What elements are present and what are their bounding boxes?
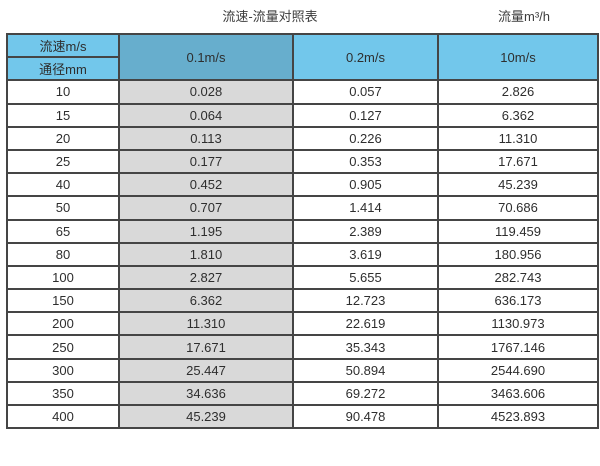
table-row: 250 17.671 35.343 1767.146: [6, 334, 599, 360]
flow-cell-0-1ms: 25.447: [118, 357, 294, 383]
flow-cell-0-2ms: 3.619: [292, 241, 439, 267]
flow-cell-0-1ms: 0.113: [118, 125, 294, 151]
table-row: 25 0.177 0.353 17.671: [6, 148, 599, 175]
table-row: 80 1.810 3.619 180.956: [6, 241, 599, 267]
diameter-cell: 350: [6, 380, 120, 407]
flow-cell-0-2ms: 0.127: [292, 102, 439, 128]
diameter-cell: 20: [6, 125, 120, 151]
flow-cell-0-1ms: 1.810: [118, 241, 294, 267]
flow-cell-0-1ms: 0.707: [118, 195, 294, 221]
table-body: 10 0.028 0.057 2.826 15 0.064 0.127 6.36…: [6, 79, 599, 430]
flow-cell-10ms: 4523.893: [437, 403, 599, 430]
flow-cell-0-2ms: 12.723: [292, 288, 439, 314]
header-col-10ms: 10m/s: [437, 32, 599, 82]
diameter-cell: 150: [6, 288, 120, 314]
diameter-cell: 50: [6, 195, 120, 221]
flow-cell-0-1ms: 2.827: [118, 264, 294, 291]
table-row: 15 0.064 0.127 6.362: [6, 102, 599, 128]
diameter-cell: 80: [6, 241, 120, 267]
flow-cell-10ms: 636.173: [437, 288, 599, 314]
table-row: 10 0.028 0.057 2.826: [6, 79, 599, 105]
flow-cell-10ms: 17.671: [437, 148, 599, 175]
diameter-cell: 250: [6, 334, 120, 360]
flow-cell-10ms: 2.826: [437, 79, 599, 105]
flow-cell-0-1ms: 17.671: [118, 334, 294, 360]
table-row: 50 0.707 1.414 70.686: [6, 195, 599, 221]
flow-cell-10ms: 6.362: [437, 102, 599, 128]
diameter-cell: 15: [6, 102, 120, 128]
flow-cell-0-2ms: 0.226: [292, 125, 439, 151]
flow-cell-10ms: 282.743: [437, 264, 599, 291]
flow-cell-0-2ms: 2.389: [292, 218, 439, 244]
table-title: 流速-流量对照表: [222, 9, 318, 24]
flow-cell-0-2ms: 1.414: [292, 195, 439, 221]
flow-cell-10ms: 45.239: [437, 172, 599, 198]
header-diameter-label: 通径mm: [6, 56, 120, 82]
flow-cell-0-2ms: 22.619: [292, 311, 439, 337]
flow-cell-0-2ms: 90.478: [292, 403, 439, 430]
table-header: 流速m/s 0.1m/s 0.2m/s 10m/s 通径mm: [6, 32, 599, 82]
diameter-cell: 100: [6, 264, 120, 291]
flow-cell-0-1ms: 45.239: [118, 403, 294, 430]
flow-cell-0-2ms: 50.894: [292, 357, 439, 383]
flow-cell-10ms: 1130.973: [437, 311, 599, 337]
table-row: 65 1.195 2.389 119.459: [6, 218, 599, 244]
flow-unit-label: 流量m³/h: [497, 9, 551, 24]
flow-cell-0-2ms: 69.272: [292, 380, 439, 407]
flow-cell-10ms: 3463.606: [437, 380, 599, 407]
table-row: 300 25.447 50.894 2544.690: [6, 357, 599, 383]
flow-cell-0-2ms: 0.353: [292, 148, 439, 175]
flow-cell-0-1ms: 0.064: [118, 102, 294, 128]
flow-cell-0-1ms: 0.452: [118, 172, 294, 198]
flow-cell-0-2ms: 35.343: [292, 334, 439, 360]
flow-rate-table: 流速m/s 0.1m/s 0.2m/s 10m/s 通径mm 10 0.028 …: [6, 32, 599, 430]
diameter-cell: 300: [6, 357, 120, 383]
flow-cell-0-1ms: 1.195: [118, 218, 294, 244]
header-col-0-2ms: 0.2m/s: [292, 32, 439, 82]
flow-cell-10ms: 2544.690: [437, 357, 599, 383]
header-velocity-label: 流速m/s: [6, 32, 120, 59]
table-row: 100 2.827 5.655 282.743: [6, 264, 599, 291]
flow-cell-0-1ms: 34.636: [118, 380, 294, 407]
flow-cell-0-1ms: 6.362: [118, 288, 294, 314]
flow-cell-0-2ms: 5.655: [292, 264, 439, 291]
diameter-cell: 200: [6, 311, 120, 337]
flow-cell-0-2ms: 0.057: [292, 79, 439, 105]
diameter-cell: 25: [6, 148, 120, 175]
flow-cell-0-1ms: 0.028: [118, 79, 294, 105]
flow-cell-10ms: 11.310: [437, 125, 599, 151]
flow-cell-10ms: 70.686: [437, 195, 599, 221]
header-col-0-1ms: 0.1m/s: [118, 32, 294, 82]
flow-cell-10ms: 119.459: [437, 218, 599, 244]
diameter-cell: 10: [6, 79, 120, 105]
flow-cell-0-1ms: 0.177: [118, 148, 294, 175]
diameter-cell: 40: [6, 172, 120, 198]
table-row: 20 0.113 0.226 11.310: [6, 125, 599, 151]
flow-cell-10ms: 180.956: [437, 241, 599, 267]
title-bar: 流速-流量对照表 流量m³/h: [0, 0, 600, 30]
table-row: 200 11.310 22.619 1130.973: [6, 311, 599, 337]
flow-cell-0-1ms: 11.310: [118, 311, 294, 337]
flow-cell-10ms: 1767.146: [437, 334, 599, 360]
table-row: 400 45.239 90.478 4523.893: [6, 403, 599, 430]
flow-cell-0-2ms: 0.905: [292, 172, 439, 198]
table-row: 150 6.362 12.723 636.173: [6, 288, 599, 314]
diameter-cell: 65: [6, 218, 120, 244]
diameter-cell: 400: [6, 403, 120, 430]
table-row: 40 0.452 0.905 45.239: [6, 172, 599, 198]
table-row: 350 34.636 69.272 3463.606: [6, 380, 599, 407]
